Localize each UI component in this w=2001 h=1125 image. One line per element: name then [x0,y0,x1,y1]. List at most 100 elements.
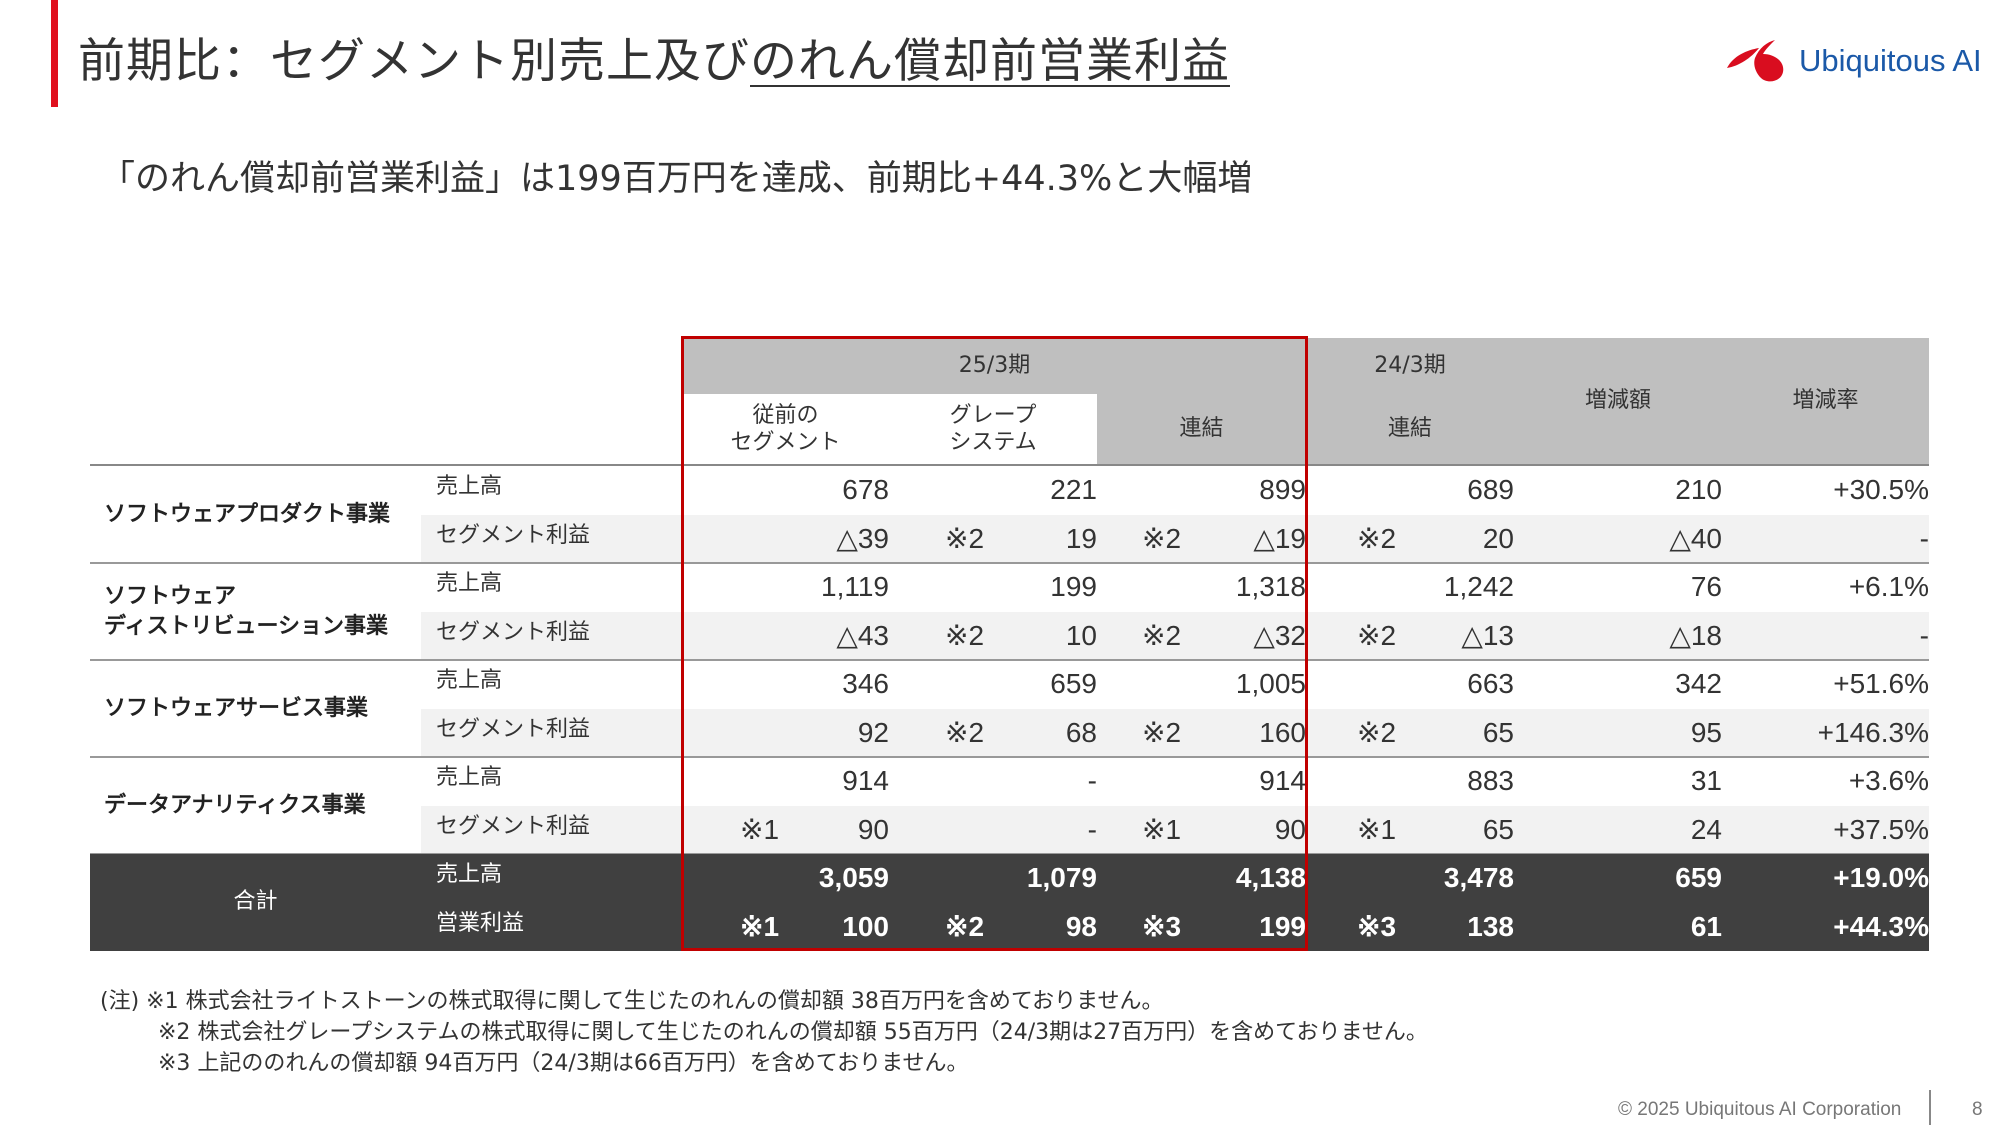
rate-cell: - [1919,522,1929,554]
rate-cell: +6.1% [1848,571,1929,603]
rate-cell: +51.6% [1833,668,1929,700]
row-item-label: 売上高 [436,668,503,694]
row-item-label: 営業利益 [436,910,525,936]
change-cell: 31 [1690,765,1722,797]
note-marker: ※2 [1142,717,1182,749]
note-marker: ※2 [945,911,985,943]
rate-cell: +19.0% [1833,862,1929,894]
value-cell: 659 [1050,668,1097,700]
value-cell: 1,318 [1235,571,1306,603]
rate-cell: +146.3% [1817,716,1929,748]
header-grape-system: グレープ システム [949,403,1037,455]
logo-mark-icon [1727,40,1784,82]
value-cell: 914 [842,765,889,797]
note-marker: ※2 [1357,717,1397,749]
header-prev-consolidated: 連結 [1387,416,1432,442]
header-rate: 増減率 [1792,388,1859,414]
row-shade [421,708,1929,757]
row-item-label: セグメント利益 [436,619,591,645]
note-marker: ※2 [1142,523,1182,555]
value-cell: 199 [1050,571,1097,603]
value-cell: △32 [1253,620,1306,652]
value-cell: 19 [1065,522,1097,554]
value-cell: 68 [1065,716,1097,748]
segment-divider [90,756,1929,758]
value-cell: 221 [1050,474,1097,506]
footnote-1: (注) ※1 株式会社ライトストーンの株式取得に関して生じたのれんの償却額 38… [100,989,1164,1014]
title-text: 前期比：セグメント別売上及び [78,34,750,89]
copyright: © 2025 Ubiquitous AI Corporation [1618,1099,1902,1120]
note-marker: ※2 [1357,523,1397,555]
company-logo: Ubiquitous AI [1725,38,1982,84]
change-cell: 659 [1675,862,1722,894]
value-cell: 92 [857,716,889,748]
rate-cell: +30.5% [1833,474,1929,506]
value-cell: 100 [842,910,889,942]
segment-name: ソフトウェアプロダクト事業 [104,501,391,527]
change-cell: 61 [1690,910,1722,942]
segment-divider [90,659,1929,661]
segment-name: ソフトウェア ディストリビューション事業 [104,583,389,639]
row-item-label: セグメント利益 [436,813,591,839]
subheader-white-area [682,394,1097,465]
header-prev-segment: 従前の セグメント [730,403,841,455]
value-cell: 689 [1467,474,1514,506]
value-cell: 346 [842,668,889,700]
value-cell: 98 [1065,910,1097,942]
value-cell: 663 [1467,668,1514,700]
value-cell: 1,119 [821,571,889,603]
logo-text: Ubiquitous AI [1799,43,1982,78]
row-item-label: 売上高 [436,571,503,597]
value-cell: △13 [1461,620,1514,652]
footnote-2: ※2 株式会社グレープシステムの株式取得に関して生じたのれんの償却額 55百万円… [158,1020,1428,1045]
row-item-label: 売上高 [436,862,503,888]
note-marker: ※2 [945,717,985,749]
value-cell: 65 [1482,813,1514,845]
note-marker: ※1 [740,814,780,846]
value-cell: △39 [836,523,889,555]
rate-cell: - [1919,619,1929,651]
note-marker: ※3 [1357,911,1397,943]
change-cell: △40 [1669,523,1722,555]
value-cell: 199 [1259,910,1306,942]
value-cell: 914 [1259,765,1306,797]
value-cell: 160 [1259,716,1306,748]
value-cell: 899 [1259,474,1306,506]
change-cell: 95 [1690,716,1722,748]
change-cell: 24 [1690,813,1722,845]
row-shade [421,611,1929,660]
header-change: 増減額 [1584,388,1651,414]
value-cell: 90 [857,813,889,845]
note-marker: ※3 [1142,911,1182,943]
title-underlined-text: のれん償却前営業利益 [750,34,1230,89]
note-marker: ※1 [740,911,780,943]
value-cell: 3,059 [818,862,889,894]
value-cell: 1,079 [1026,862,1097,894]
value-cell: 20 [1482,522,1514,554]
value-cell: △43 [836,620,889,652]
value-cell: 138 [1467,910,1514,942]
rate-cell: +37.5% [1833,813,1929,845]
row-item-label: セグメント利益 [436,716,591,742]
note-marker: ※1 [1142,814,1182,846]
row-item-label: 売上高 [436,765,503,791]
rate-cell: +3.6% [1848,765,1929,797]
row-item-label: 売上高 [436,474,503,500]
footer-divider [1929,1090,1931,1125]
note-marker: ※1 [1357,814,1397,846]
segment-name: データアナリティクス事業 [104,792,366,818]
header-period-prev: 24/3期 [1374,352,1446,378]
change-cell: 76 [1690,571,1722,603]
total-label: 合計 [233,889,278,915]
value-cell: 4,138 [1235,862,1306,894]
headline-summary: 「のれん償却前営業利益」は199百万円を達成、前期比+44.3%と大幅増 [100,159,1253,199]
change-cell: 210 [1675,474,1722,506]
total-background [90,854,1929,951]
note-marker: ※2 [945,620,985,652]
rate-cell: +44.3% [1833,910,1929,942]
value-cell: 65 [1482,716,1514,748]
value-cell: - [1087,813,1097,845]
segment-name: ソフトウェアサービス事業 [104,695,369,721]
value-cell: 90 [1274,813,1306,845]
change-cell: △18 [1669,620,1722,652]
